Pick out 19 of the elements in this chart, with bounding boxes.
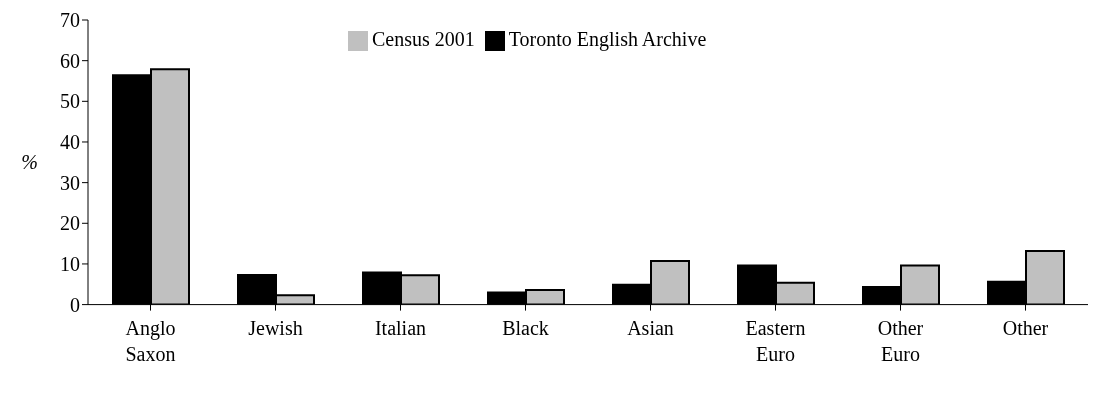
x-tick-label: Italian (374, 316, 427, 339)
x-tick-label: Asian (627, 316, 674, 339)
x-tick-label: Other Euro (877, 316, 924, 365)
legend-label: Census 2001 (372, 28, 475, 50)
y-tick-label: 70 (60, 9, 80, 32)
y-tick-label: 30 (60, 171, 80, 194)
legend-label: Toronto English Archive (508, 28, 707, 50)
y-tick-label: 20 (60, 212, 80, 235)
x-tick-label: Other (1002, 316, 1049, 339)
x-tick-label: Black (502, 316, 549, 339)
y-tick-label: 60 (60, 49, 80, 72)
x-tick-label: Eastern Euro (745, 316, 806, 365)
y-axis-title: % (21, 151, 38, 174)
y-tick-label: 50 (60, 90, 80, 113)
y-tick-label: 10 (60, 253, 80, 276)
x-tick-label: Jewish (248, 316, 303, 339)
y-tick-label: 0 (70, 293, 80, 316)
y-tick-label: 40 (60, 131, 80, 154)
x-tick-label: Anglo Saxon (125, 316, 176, 365)
